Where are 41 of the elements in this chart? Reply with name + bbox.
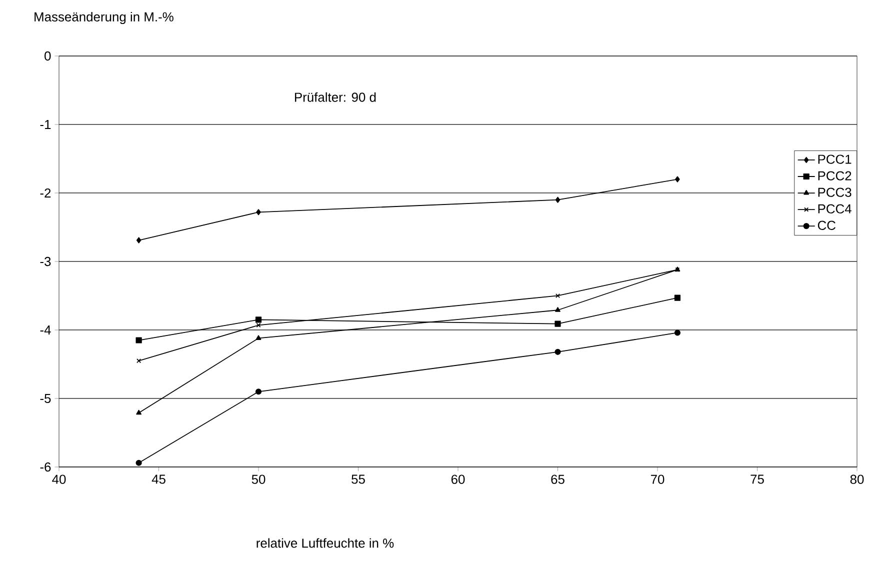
- annotation: Prüfalter: 90 d: [295, 92, 376, 102]
- y-tick-label: -4: [40, 326, 51, 334]
- y-tick-label: -6: [40, 462, 51, 472]
- legend-label: PCC2: [818, 171, 852, 180]
- legend-label: PCC1: [818, 154, 852, 164]
- point: [674, 294, 681, 301]
- x-tick-label: 70: [650, 474, 664, 484]
- x-tick-label: 45: [152, 474, 166, 484]
- x-tick-label: 40: [52, 474, 66, 484]
- point: [136, 410, 142, 415]
- legend-label: CC: [818, 220, 836, 230]
- point: [555, 196, 560, 203]
- point: [136, 460, 142, 466]
- y-tick-label: 0: [44, 51, 51, 61]
- point: [255, 388, 262, 395]
- legend-label: PCC4: [818, 204, 852, 214]
- point: [674, 330, 681, 336]
- x-tick-label: 80: [850, 474, 864, 484]
- y-tick-label: -5: [40, 394, 51, 403]
- legend-label: PCC3: [818, 188, 852, 197]
- point: [554, 348, 561, 355]
- point: [555, 293, 560, 298]
- point: [256, 322, 261, 328]
- x-tick-label: 55: [352, 474, 365, 484]
- point: [555, 307, 560, 312]
- y-axis-title: Masseänderung in M.-%: [34, 12, 174, 24]
- x-tick-label: 60: [451, 474, 465, 484]
- point: [675, 176, 680, 182]
- x-tick-label: 50: [252, 474, 266, 484]
- point: [255, 316, 262, 323]
- point: [256, 209, 261, 216]
- x-axis-title: relative Luftfeuchte in %: [256, 538, 394, 548]
- point: [136, 337, 142, 344]
- x-tick-label: 65: [551, 474, 564, 484]
- y-tick-label: -2: [40, 188, 51, 198]
- y-tick-label: -3: [40, 256, 51, 266]
- y-tick-label: -1: [40, 120, 51, 129]
- x-tick-label: 75: [750, 474, 764, 484]
- point: [256, 335, 262, 340]
- point: [554, 320, 561, 327]
- point: [136, 237, 142, 244]
